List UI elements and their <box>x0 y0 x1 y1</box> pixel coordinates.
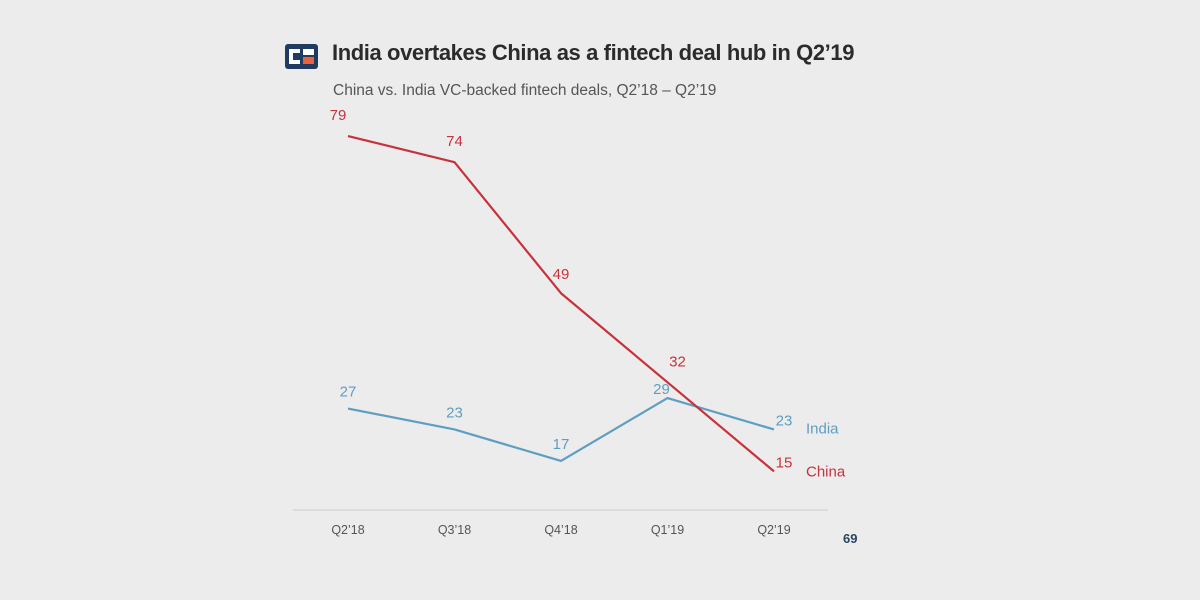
data-label-china: 79 <box>330 107 347 124</box>
data-label-india: 27 <box>340 384 357 401</box>
x-tick-label: Q4’18 <box>544 523 577 537</box>
data-label-china: 15 <box>776 454 793 471</box>
data-label-india: 23 <box>776 412 793 429</box>
x-tick-label: Q3’18 <box>438 523 471 537</box>
chart-title: India overtakes China as a fintech deal … <box>332 40 855 65</box>
series-line-india <box>347 396 775 463</box>
chart-subtitle: China vs. India VC-backed fintech deals,… <box>333 82 717 99</box>
series-line-china <box>347 134 775 473</box>
data-label-india: 17 <box>553 436 570 453</box>
page-number: 69 <box>843 531 858 546</box>
cb-insights-logo-icon <box>285 44 318 69</box>
x-tick-label: Q2’18 <box>331 523 364 537</box>
data-label-india: 23 <box>446 404 463 421</box>
series-name-china: China <box>806 463 846 480</box>
data-label-china: 49 <box>553 266 570 283</box>
data-label-india: 29 <box>653 381 670 398</box>
data-label-china: 32 <box>669 353 686 370</box>
series-name-india: India <box>806 420 839 437</box>
x-tick-label: Q2’19 <box>757 523 790 537</box>
x-tick-label: Q1’19 <box>651 523 684 537</box>
data-label-china: 74 <box>446 133 463 150</box>
